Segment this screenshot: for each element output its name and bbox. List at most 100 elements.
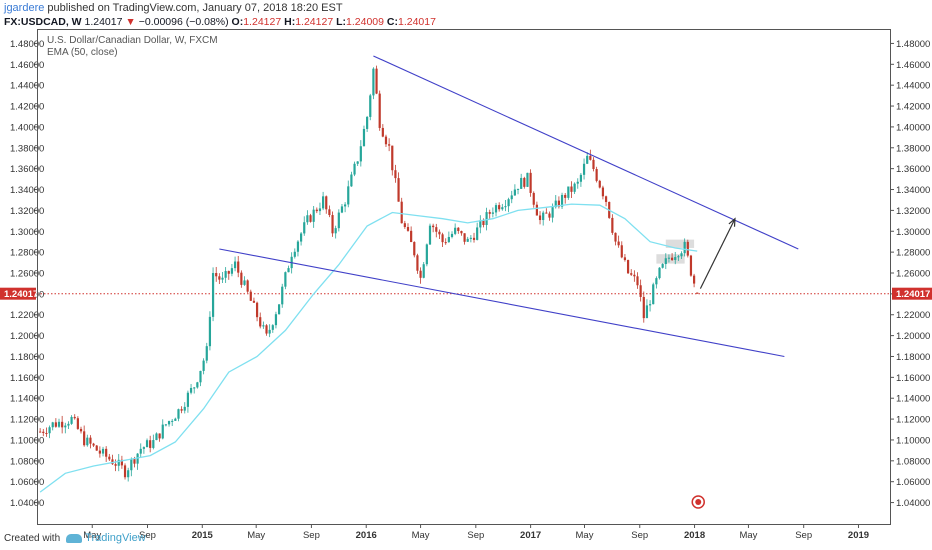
candle-body (208, 316, 212, 347)
y-tick-label-right: 1.22000 (896, 310, 930, 321)
candle-body (331, 215, 334, 234)
candle-body (315, 209, 318, 212)
candle-body (532, 192, 535, 205)
candle-body (413, 242, 416, 256)
candle-body (243, 280, 246, 285)
candle-body (347, 186, 350, 205)
candle-body (567, 186, 570, 198)
candle-body (378, 93, 381, 128)
candle-body (375, 68, 378, 94)
high-label: H: (284, 16, 296, 28)
candle-body (293, 251, 296, 257)
ema-line (39, 203, 698, 493)
candle-body (586, 155, 589, 164)
candle-body (582, 163, 586, 175)
candle-body (435, 227, 438, 232)
candle-body (299, 233, 303, 242)
y-tick-label-right: 1.26000 (896, 269, 930, 280)
tradingview-logo[interactable]: TradingView (66, 532, 146, 544)
candle-body (296, 241, 300, 252)
candle-body (366, 116, 369, 129)
candle-body (51, 422, 54, 428)
candle-body (340, 206, 344, 213)
y-tick-label-right: 1.18000 (896, 352, 930, 363)
candle-body (422, 264, 425, 278)
x-tick-label: Sep (139, 530, 156, 541)
candle-body (227, 271, 230, 274)
y-tick-label-left: 1.44000 (10, 81, 44, 92)
candle-body (73, 416, 76, 419)
candle-body (441, 234, 444, 243)
candle-body (444, 242, 447, 244)
y-tick-label-left: 1.30000 (10, 227, 44, 238)
candle-body (322, 196, 325, 209)
candle-body (438, 231, 441, 235)
candle-body (570, 186, 573, 192)
x-tick-label: 2017 (520, 530, 541, 541)
candle-body (205, 346, 208, 361)
candle-body (152, 440, 155, 448)
candle-body (391, 145, 394, 171)
x-tick-label: Sep (467, 530, 484, 541)
y-tick-label-left: 1.36000 (10, 164, 44, 175)
candle-body (689, 255, 693, 276)
candle-body (501, 207, 504, 210)
y-tick-label-right: 1.42000 (896, 102, 930, 113)
y-tick-label-right: 1.38000 (896, 143, 930, 154)
candle-body (658, 267, 661, 279)
candle-body (617, 241, 620, 246)
y-tick-label-left: 1.10000 (10, 435, 44, 446)
y-tick-label-right: 1.08000 (896, 456, 930, 467)
candle-body (237, 261, 240, 273)
candle-body (636, 276, 639, 286)
author-link[interactable]: jgardere (4, 2, 45, 14)
candle-body (274, 314, 278, 326)
candle-body (287, 268, 290, 273)
candle-body (133, 459, 136, 464)
candle-body (177, 409, 180, 419)
candle-body (259, 317, 262, 327)
y-tick-label-left: 1.04000 (10, 498, 44, 509)
y-tick-label-right: 1.30000 (896, 227, 930, 238)
candle-body (510, 195, 513, 200)
candle-body (494, 205, 498, 213)
candle-body (384, 136, 388, 145)
candle-body (180, 409, 183, 411)
candle-body (472, 237, 476, 240)
candle-body (381, 127, 384, 137)
candle-body (661, 264, 664, 268)
candle-body (645, 305, 649, 319)
candle-body (428, 225, 432, 245)
candle-body (130, 459, 133, 471)
candle-body (271, 325, 274, 330)
last-price-label-left: 1.24017 (4, 289, 38, 300)
candle-body (202, 360, 205, 371)
candle-body (652, 284, 655, 305)
projection-arrow (699, 218, 736, 289)
candle-body (623, 257, 627, 261)
y-tick-label-right: 1.46000 (896, 60, 930, 71)
candle-body (529, 172, 532, 193)
candle-body (642, 296, 645, 319)
candle-body (614, 232, 617, 242)
candle-body (353, 163, 356, 175)
candle-body (560, 194, 564, 207)
candle-body (83, 431, 86, 446)
candle-body (265, 325, 268, 334)
candle-body (45, 432, 48, 434)
candle-body (218, 276, 221, 280)
projection-arrow-head (728, 217, 736, 227)
x-tick-label: Sep (303, 530, 320, 541)
candle-body (419, 270, 422, 278)
x-tick-label: May (412, 530, 430, 541)
candle-body (136, 453, 139, 464)
y-tick-label-left: 1.46000 (10, 60, 44, 71)
candle-body (350, 174, 353, 187)
trendline-upper (373, 55, 799, 250)
candle-body (186, 392, 190, 407)
candle-body (61, 421, 64, 428)
candle-body (101, 448, 105, 454)
candle-body (123, 465, 127, 478)
x-tick-label: 2018 (684, 530, 705, 541)
